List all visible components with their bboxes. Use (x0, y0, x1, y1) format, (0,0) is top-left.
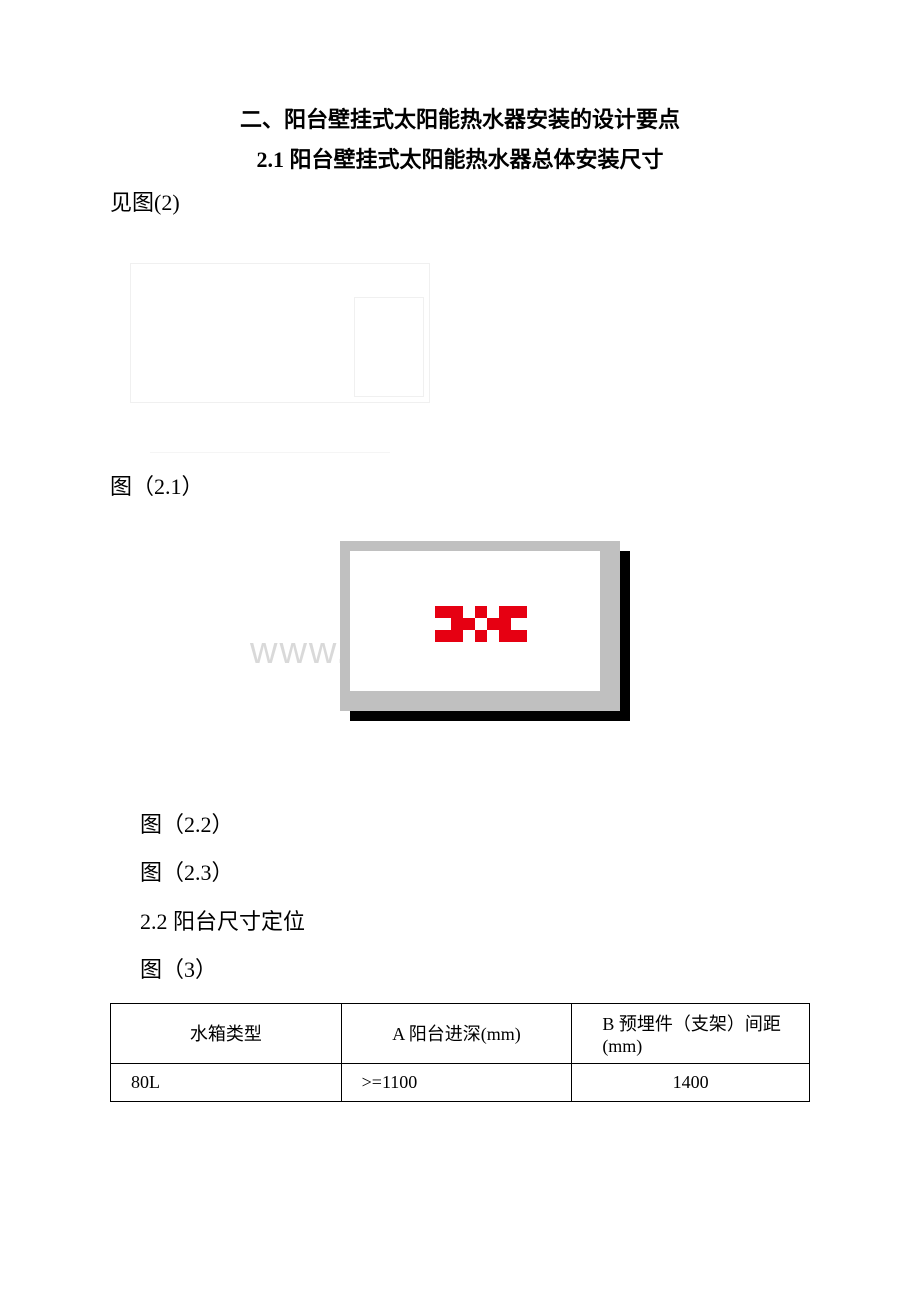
red-bowtie-icon (435, 606, 527, 642)
table-cell-depth: >=1100 (341, 1063, 572, 1101)
section-2-2-heading: 2.2 阳台尺寸定位 (140, 898, 810, 946)
table-header-depth: A 阳台进深(mm) (341, 1003, 572, 1063)
figure-2-1-label: 图（2.1） (110, 463, 810, 511)
see-figure-text: 见图(2) (110, 179, 810, 227)
table-header-tank-type: 水箱类型 (111, 1003, 342, 1063)
table-row: 80L >=1100 1400 (111, 1063, 810, 1101)
diagram-baseline (150, 452, 390, 453)
figure-3-label: 图（3） (140, 946, 810, 994)
figure-2-2-icon-panel (330, 531, 630, 721)
diagram-outer-rect (130, 263, 430, 403)
section-heading-2-1: 2.1 阳台壁挂式太阳能热水器总体安装尺寸 (110, 140, 810, 180)
figure-2-3-label: 图（2.3） (140, 849, 810, 897)
diagram-inner-rect (354, 297, 424, 397)
dimensions-table: 水箱类型 A 阳台进深(mm) B 预埋件（支架）间距(mm) 80L >=11… (110, 1003, 810, 1102)
figure-2-2-label: 图（2.2） (140, 801, 810, 849)
section-heading-2: 二、阳台壁挂式太阳能热水器安装的设计要点 (110, 100, 810, 140)
table-cell-tank-type: 80L (111, 1063, 342, 1101)
table-header-row: 水箱类型 A 阳台进深(mm) B 预埋件（支架）间距(mm) (111, 1003, 810, 1063)
table-cell-spacing: 1400 (572, 1063, 810, 1101)
panel-inner (350, 551, 600, 691)
figure-2-1-diagram (110, 243, 450, 463)
table-header-spacing: B 预埋件（支架）间距(mm) (572, 1003, 810, 1063)
